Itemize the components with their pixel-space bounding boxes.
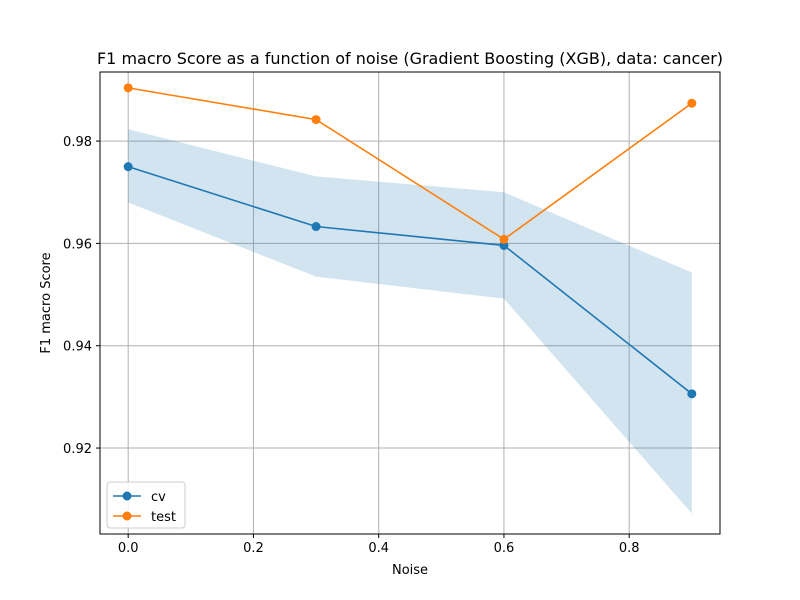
data-point-test: [311, 115, 321, 125]
plot-area: [100, 72, 720, 534]
series-markers: [123, 83, 697, 399]
y-tick-label: 0.96: [63, 237, 92, 252]
legend-label-cv: cv: [151, 490, 166, 505]
series-lines: [127, 87, 693, 395]
legend: cv test: [106, 481, 186, 529]
series-band-cv: [128, 129, 692, 514]
legend-marker-test: [122, 511, 132, 521]
x-tick-label: 0.0: [118, 541, 139, 556]
legend-label-test: test: [151, 510, 176, 525]
x-tick-label: 0.4: [368, 541, 389, 556]
data-point-test: [123, 83, 133, 93]
y-tick-label: 0.94: [63, 340, 92, 355]
data-point-cv: [687, 389, 697, 399]
x-tick-label: 0.8: [619, 541, 640, 556]
data-point-test: [499, 234, 509, 244]
data-point-test: [687, 98, 697, 108]
plot-frame: [99, 71, 721, 535]
x-axis-label: Noise: [392, 563, 428, 578]
series-line-test: [128, 87, 693, 241]
x-tick-label: 0.2: [243, 541, 264, 556]
y-tick-label: 0.92: [63, 442, 92, 457]
x-tick-label: 0.6: [494, 541, 515, 556]
y-tick-label: 0.98: [63, 135, 92, 150]
axis-ticks: 0.0 0.2 0.4 0.6 0.8 0.92 0.94 0.96 0.98: [63, 135, 639, 556]
legend-marker-cv: [122, 491, 132, 501]
confidence-bands: [128, 129, 692, 514]
data-point-cv: [123, 162, 133, 172]
series-line-cv: [127, 165, 693, 395]
data-point-cv: [311, 222, 321, 232]
y-axis-label: F1 macro Score: [39, 252, 54, 353]
chart-title: F1 macro Score as a function of noise (G…: [97, 49, 723, 68]
